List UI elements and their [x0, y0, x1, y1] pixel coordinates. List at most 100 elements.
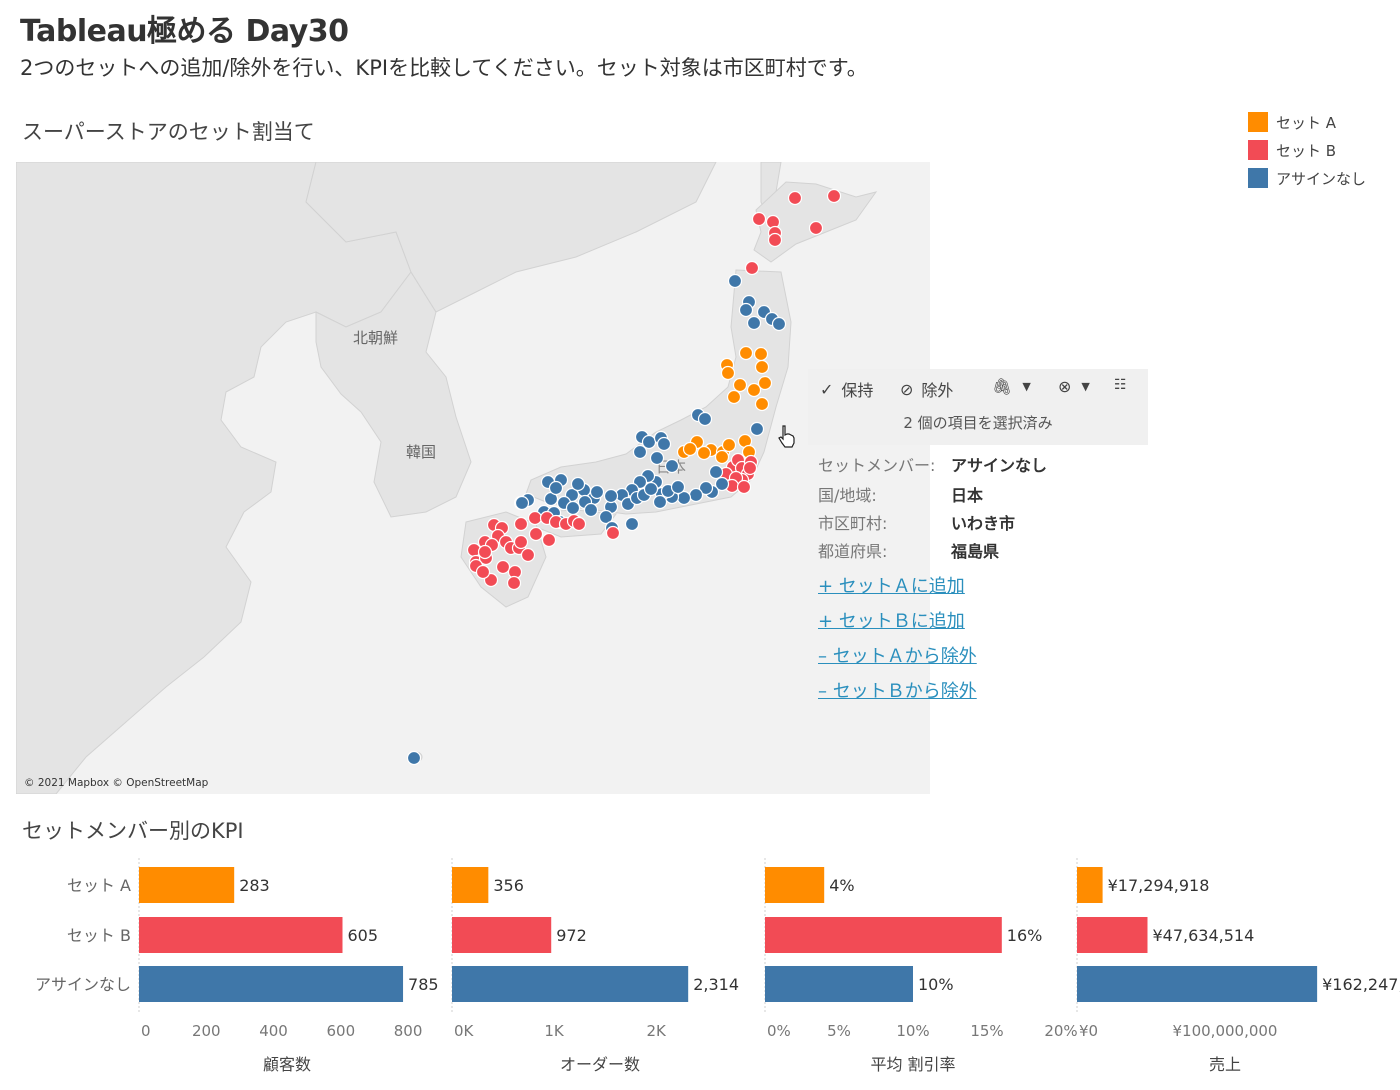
map-point[interactable]	[670, 479, 686, 495]
remove-from-set-b-link[interactable]: – セットＢから除外	[818, 681, 977, 702]
map-point[interactable]	[624, 516, 640, 532]
map-point[interactable]	[513, 516, 529, 532]
map-point[interactable]	[406, 750, 422, 766]
kpi-bar[interactable]	[139, 867, 235, 903]
remove-from-set-a-link[interactable]: – セットＡから除外	[818, 646, 977, 667]
map-label-south-korea: 韓国	[406, 443, 436, 461]
map-point[interactable]	[506, 575, 522, 591]
map-points-layer[interactable]	[406, 188, 842, 766]
kpi-tick-label: ¥100,000,000	[1173, 1022, 1278, 1040]
kpi-bar[interactable]	[452, 917, 552, 953]
map-point[interactable]	[527, 510, 543, 526]
map-point[interactable]	[727, 273, 743, 289]
kpi-bar[interactable]	[765, 966, 913, 1002]
chevron-down-icon: ▼	[1022, 380, 1031, 393]
map-point[interactable]	[571, 516, 587, 532]
view-data-button[interactable]: ☷	[1114, 377, 1127, 393]
map-point[interactable]	[514, 495, 530, 511]
set-dropdown-button[interactable]: ⊗ ▼	[1058, 377, 1090, 396]
map-point[interactable]	[698, 480, 714, 496]
map-point[interactable]	[697, 411, 713, 427]
map-point[interactable]	[605, 525, 621, 541]
dashboard-subtitle: 2つのセットへの追加/除外を行い、KPIを比較してください。セット対象は市区町村…	[20, 56, 868, 80]
map-point[interactable]	[754, 396, 770, 412]
kpi-bar[interactable]	[765, 867, 825, 903]
add-to-set-a-link[interactable]: + セットＡに追加	[818, 576, 965, 597]
kpi-tick-label: 200	[192, 1022, 221, 1040]
map-point[interactable]	[749, 421, 765, 437]
map-point[interactable]	[652, 494, 668, 510]
map-point[interactable]	[720, 365, 736, 381]
map-point[interactable]	[753, 346, 769, 362]
map-point[interactable]	[477, 544, 493, 560]
map-point[interactable]	[714, 476, 730, 492]
map-point[interactable]	[746, 315, 762, 331]
map-point[interactable]	[664, 458, 680, 474]
map-point[interactable]	[495, 559, 511, 575]
map-label-north-korea: 北朝鮮	[353, 329, 398, 347]
map-point[interactable]	[738, 302, 754, 318]
kpi-value-label: 2,314	[693, 975, 739, 994]
map-point[interactable]	[726, 389, 742, 405]
add-to-set-b-link[interactable]: + セットＢに追加	[818, 611, 965, 632]
map-point[interactable]	[632, 444, 648, 460]
map-point[interactable]	[682, 441, 698, 457]
kpi-bar[interactable]	[139, 966, 404, 1002]
map-point[interactable]	[696, 445, 712, 461]
exclude-button[interactable]: ⊘ 除外	[900, 377, 953, 401]
map-point[interactable]	[548, 480, 564, 496]
paperclip-icon: 🖇	[992, 377, 1013, 396]
map-point[interactable]	[732, 377, 748, 393]
legend-swatch-unassigned	[1248, 168, 1268, 188]
map-point[interactable]	[643, 481, 659, 497]
map-point[interactable]	[714, 449, 730, 465]
map-point[interactable]	[721, 437, 737, 453]
group-dropdown-button[interactable]: 🖇 ▼	[992, 377, 1031, 396]
map-point[interactable]	[520, 547, 536, 563]
legend-item-set-b[interactable]: セット B	[1248, 139, 1336, 161]
map-point[interactable]	[583, 502, 599, 518]
legend-item-unassigned[interactable]: アサインなし	[1248, 167, 1366, 189]
map-point[interactable]	[757, 375, 773, 391]
map-point[interactable]	[736, 479, 752, 495]
map-point[interactable]	[808, 220, 824, 236]
map-point[interactable]	[603, 488, 619, 504]
kpi-bar[interactable]	[452, 867, 489, 903]
map-point[interactable]	[649, 450, 665, 466]
map-point[interactable]	[541, 532, 557, 548]
map-point[interactable]	[598, 509, 614, 525]
map-point[interactable]	[656, 436, 672, 452]
kpi-value-label: ¥17,294,918	[1108, 876, 1210, 895]
kpi-bar[interactable]	[1077, 966, 1318, 1002]
kpi-bar[interactable]	[452, 966, 689, 1002]
map-point[interactable]	[589, 484, 605, 500]
kpi-bar-charts[interactable]: セット A セット B アサインなし 283 605 785 0 200 400 600 800 顧…	[0, 850, 1400, 1090]
selection-toolbar: ✓ 保持 ⊘ 除外 🖇 ▼ ⊗ ▼ ☷ 2 個の項目を選択済み	[808, 369, 1148, 445]
kpi-bar[interactable]	[1077, 917, 1148, 953]
map-point[interactable]	[767, 232, 783, 248]
map-point[interactable]	[475, 564, 491, 580]
map-point[interactable]	[746, 382, 762, 398]
map-point[interactable]	[826, 188, 842, 204]
map-point[interactable]	[565, 500, 581, 516]
map-point[interactable]	[570, 476, 586, 492]
map-point[interactable]	[688, 487, 704, 503]
map-point[interactable]	[513, 534, 529, 550]
map-point[interactable]	[528, 526, 544, 542]
map-point[interactable]	[708, 464, 724, 480]
kpi-bar[interactable]	[765, 917, 1002, 953]
map-point[interactable]	[751, 211, 767, 227]
map-point[interactable]	[742, 460, 758, 476]
set-icon: ⊗	[1058, 377, 1072, 396]
map-point[interactable]	[771, 316, 787, 332]
dashboard-title: Tableau極める Day30	[20, 14, 349, 49]
japan-map[interactable]: 北朝鮮 韓国 日本	[16, 162, 930, 794]
legend-item-set-a[interactable]: セット A	[1248, 111, 1336, 133]
map-point[interactable]	[754, 359, 770, 375]
keep-only-button[interactable]: ✓ 保持	[820, 377, 873, 401]
map-point[interactable]	[738, 345, 754, 361]
kpi-bar[interactable]	[139, 917, 343, 953]
kpi-bar[interactable]	[1077, 867, 1103, 903]
map-point[interactable]	[744, 260, 760, 276]
map-point[interactable]	[787, 190, 803, 206]
